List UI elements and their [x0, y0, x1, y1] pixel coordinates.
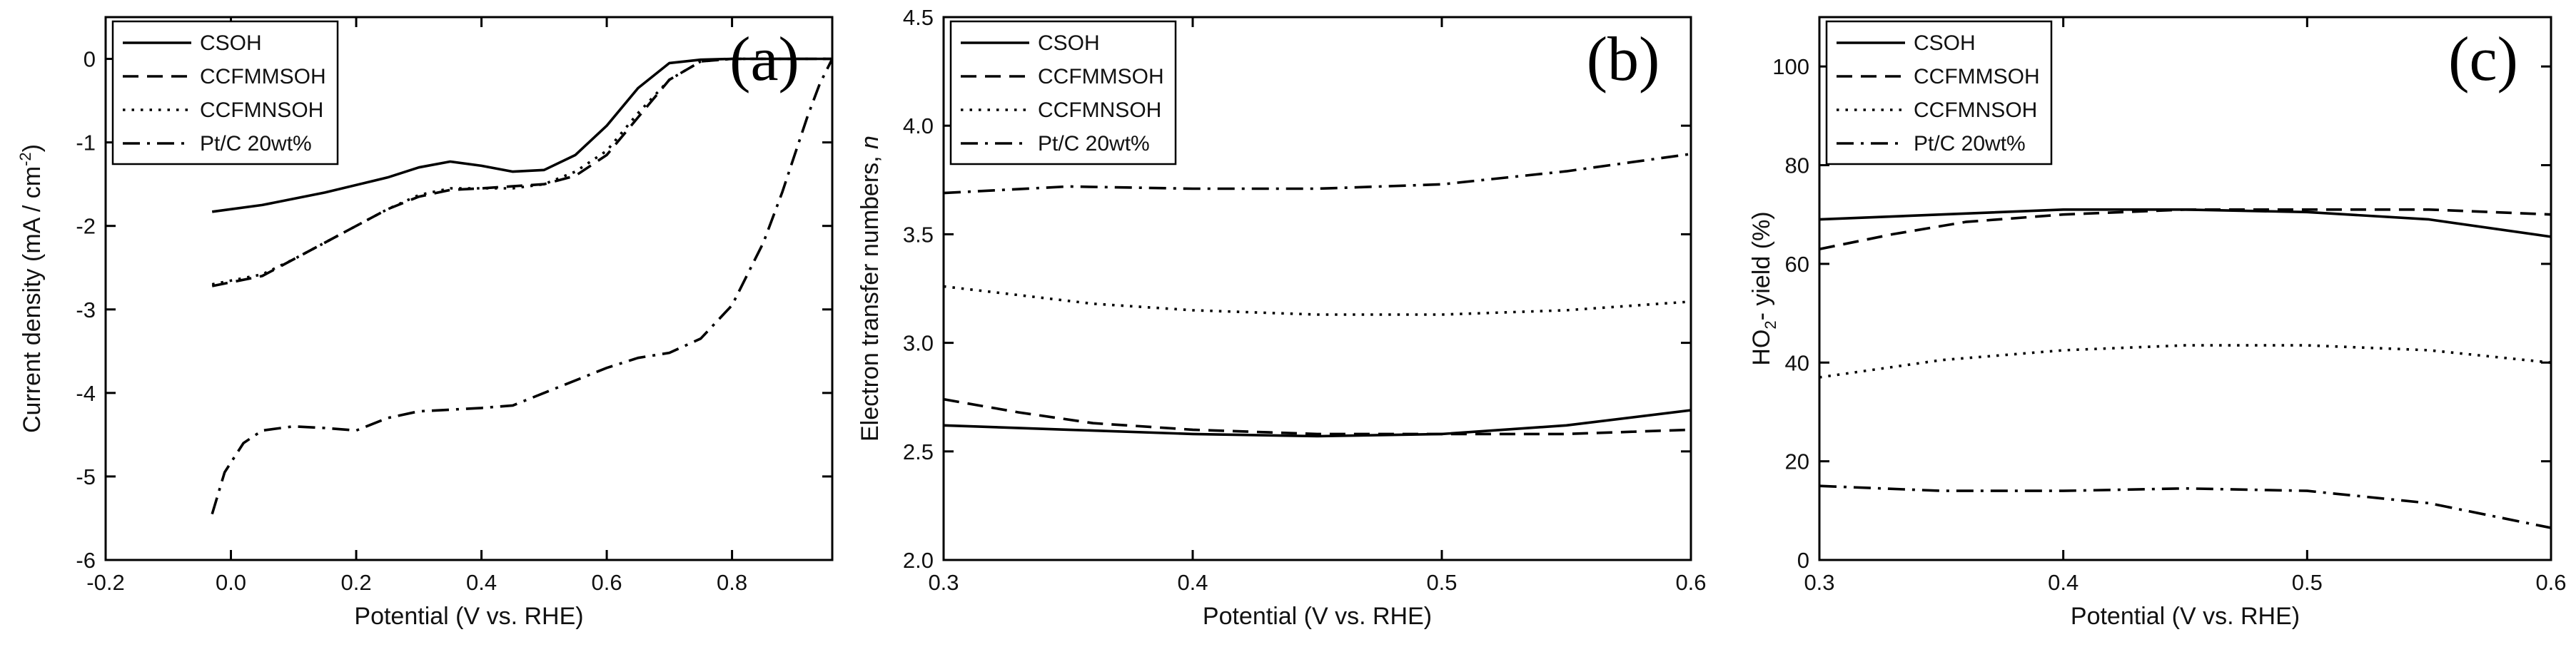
plot-area-frame [104, 16, 834, 561]
legend-label: CCFMMSOH [1914, 65, 2040, 88]
y-tick-label: 0 [84, 47, 96, 72]
series-line-csoh [944, 409, 1691, 438]
legend: CSOH CCFMMSOH CCFMNSOH Pt/C 20wt% [949, 20, 1177, 165]
legend-box [111, 20, 339, 165]
series-line-csoh [1819, 208, 2551, 238]
chart-panel-1: -0.2 0.0 0.2 0.4 0.6 0.8 -6 -5 -4 -3 -2 -1 0 Potentia… [16, 16, 834, 630]
x-tick-label: 0.4 [2048, 570, 2079, 595]
y-tick-label: 20 [1785, 449, 1809, 474]
panel-label: (c) [2448, 25, 2518, 94]
x-axis-title: Potential (V vs. RHE) [1203, 603, 1432, 630]
y-tick-label: -2 [76, 214, 96, 239]
x-tick-label: 0.6 [2535, 570, 2566, 595]
y-tick-label: 40 [1785, 350, 1809, 375]
x-tick-label: 0.4 [466, 570, 497, 595]
series-line-ccfmmsoh [211, 57, 832, 287]
y-axis-title: HO2- yield (%) [1748, 211, 1779, 365]
legend: CSOH CCFMMSOH CCFMNSOH Pt/C 20wt% [111, 20, 339, 165]
legend-label: CSOH [1914, 31, 1976, 55]
series-line-pt-c-20wt- [944, 153, 1691, 195]
legend-label: CCFMMSOH [200, 65, 326, 88]
legend-box [1825, 20, 2053, 165]
y-tick-label: 2.5 [903, 439, 934, 464]
legend-label: Pt/C 20wt% [1038, 132, 1150, 156]
series-line-ccfmmsoh [944, 397, 1691, 436]
y-tick-label: -3 [76, 297, 96, 322]
legend-label: CCFMNSOH [1914, 98, 2037, 122]
y-tick-label: 3.0 [903, 331, 934, 356]
legend-label: Pt/C 20wt% [1914, 132, 2026, 156]
x-tick-label: 0.2 [340, 570, 371, 595]
y-tick-label: 3.5 [903, 222, 934, 247]
series-line-ccfmnsoh [1819, 344, 2551, 379]
series-line-pt-c-20wt- [1819, 484, 2551, 529]
y-axis-title: Electron transfer numbers, n [857, 136, 884, 442]
y-tick-label: 4.0 [903, 113, 934, 138]
x-tick-label: -0.2 [86, 570, 124, 595]
x-tick-label: 0.4 [1177, 570, 1208, 595]
y-tick-label: 2.0 [903, 548, 934, 573]
series-line-pt-c-20wt- [211, 58, 832, 515]
plot-area-frame [942, 16, 1692, 561]
legend-box [949, 20, 1177, 165]
panel-label: (b) [1587, 25, 1660, 94]
x-tick-label: 0.8 [717, 570, 747, 595]
y-axis-title: Current density (mA / cm-2) [16, 144, 46, 433]
x-tick-label: 0.6 [592, 570, 622, 595]
panel-label: (a) [729, 25, 799, 94]
y-tick-label: 60 [1785, 252, 1809, 277]
y-tick-label: -4 [76, 381, 96, 406]
legend-label: CSOH [1038, 31, 1100, 55]
x-tick-label: 0.3 [1804, 570, 1834, 595]
legend-label: Pt/C 20wt% [200, 132, 312, 156]
legend-label: CCFMNSOH [1038, 98, 1161, 122]
chart-panel-2: 0.3 0.4 0.5 0.6 2.0 2.5 3.0 3.5 4.0 4.5 Potential … [857, 5, 1707, 630]
plot-area-frame [1818, 16, 2552, 561]
x-axis-title: Potential (V vs. RHE) [2071, 603, 2300, 630]
chart-panel-3: 0.3 0.4 0.5 0.6 0 20 40 60 80 100 Potential (V vs.… [1748, 16, 2567, 630]
legend-label: CCFMNSOH [200, 98, 323, 122]
series-line-ccfmmsoh [1819, 208, 2551, 250]
y-tick-label: 80 [1785, 153, 1809, 178]
x-tick-label: 0.5 [1426, 570, 1457, 595]
y-tick-label: 4.5 [903, 5, 934, 30]
y-tick-label: -6 [76, 548, 96, 573]
series-line-ccfmnsoh [944, 285, 1691, 316]
series-line-ccfmnsoh [211, 57, 832, 286]
legend: CSOH CCFMMSOH CCFMNSOH Pt/C 20wt% [1825, 20, 2053, 165]
y-tick-label: 100 [1772, 54, 1809, 79]
y-tick-label: 0 [1797, 548, 1809, 573]
x-tick-label: 0.5 [2292, 570, 2323, 595]
y-tick-label: -1 [76, 131, 96, 156]
legend-label: CSOH [200, 31, 262, 55]
x-tick-label: 0.0 [216, 570, 246, 595]
x-tick-label: 0.3 [928, 570, 959, 595]
x-axis-title: Potential (V vs. RHE) [354, 603, 583, 630]
x-tick-label: 0.6 [1675, 570, 1706, 595]
legend-label: CCFMMSOH [1038, 65, 1164, 88]
y-tick-label: -5 [76, 464, 96, 489]
